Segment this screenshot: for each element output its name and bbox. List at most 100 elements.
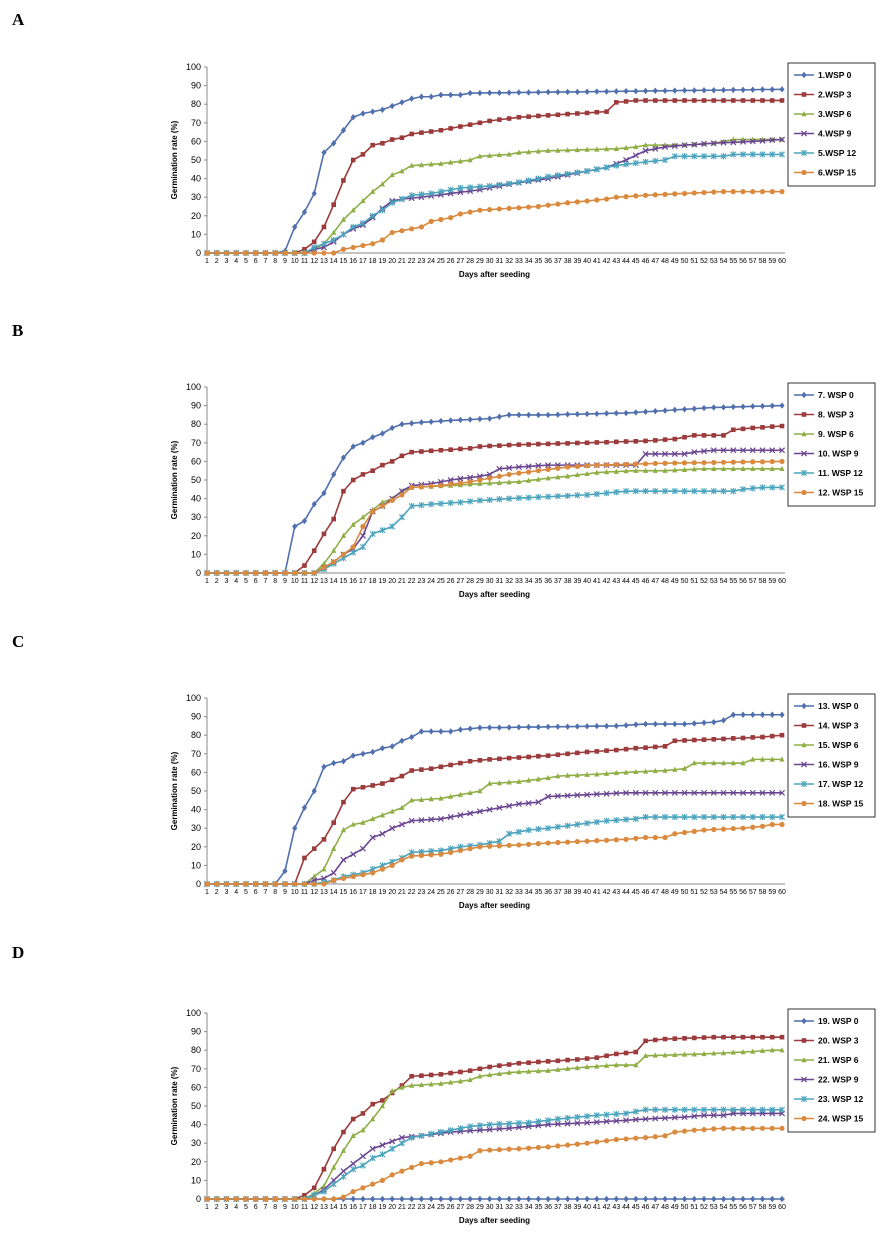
data-point — [750, 189, 756, 195]
data-point — [477, 415, 483, 423]
data-point — [204, 570, 210, 576]
x-tick-label: 30 — [486, 1204, 494, 1211]
data-point — [672, 406, 678, 414]
data-point — [214, 570, 220, 576]
data-point — [701, 789, 708, 796]
data-point — [409, 1195, 415, 1203]
data-point — [515, 494, 522, 502]
data-point — [428, 501, 435, 508]
data-point — [574, 146, 580, 153]
y-tick-label: 90 — [191, 81, 201, 91]
data-point — [350, 821, 356, 827]
data-point — [515, 179, 522, 186]
data-point — [340, 856, 347, 863]
data-point — [574, 471, 580, 478]
data-point — [575, 750, 580, 756]
series-line — [207, 88, 783, 254]
data-point — [603, 196, 610, 202]
data-point — [594, 146, 600, 152]
series-line — [207, 792, 782, 885]
data-point — [311, 250, 317, 256]
data-point — [487, 1147, 493, 1153]
x-tick-label: 8 — [273, 258, 277, 265]
data-point — [740, 459, 746, 465]
legend-box — [787, 382, 876, 507]
x-tick-label: 31 — [495, 1204, 503, 1211]
legend-entry: 9. WSP 6 — [818, 429, 854, 439]
legend-entry: 18. WSP 15 — [818, 799, 863, 809]
data-point — [515, 800, 522, 808]
data-point — [623, 722, 629, 729]
data-point — [632, 789, 639, 796]
data-point — [204, 881, 210, 887]
x-tick-label: 6 — [254, 258, 258, 265]
data-point — [779, 86, 785, 93]
data-point — [516, 1060, 522, 1066]
x-tick-label: 37 — [554, 889, 562, 896]
data-point — [730, 1106, 737, 1113]
data-point — [769, 1125, 775, 1131]
data-point — [398, 195, 405, 203]
data-point — [428, 795, 434, 802]
data-point — [467, 446, 473, 451]
data-point — [691, 737, 697, 743]
data-point — [379, 830, 386, 837]
data-point — [711, 465, 717, 472]
data-point — [672, 1036, 678, 1041]
data-point — [603, 1111, 610, 1118]
data-point — [603, 790, 610, 797]
data-point — [720, 86, 727, 94]
data-point — [710, 789, 717, 796]
data-point — [701, 1127, 707, 1133]
data-point — [516, 470, 522, 476]
x-tick-label: 57 — [749, 889, 757, 896]
data-point — [720, 404, 727, 411]
data-point — [623, 836, 629, 842]
data-point — [350, 1116, 356, 1122]
x-tick-label: 60 — [778, 578, 786, 585]
data-point — [672, 436, 678, 442]
series-1-wsp-0 — [204, 86, 785, 257]
data-point — [613, 837, 619, 843]
data-point — [535, 1068, 541, 1074]
legend-entry: 17. WSP 12 — [818, 779, 863, 789]
x-tick-label: 44 — [622, 578, 630, 585]
x-tick-label: 11 — [301, 578, 308, 585]
data-point — [623, 144, 629, 151]
data-point — [720, 153, 727, 160]
data-point — [399, 99, 405, 106]
data-point — [778, 136, 786, 143]
data-point — [262, 250, 269, 256]
legend-swatch-marker — [801, 1057, 807, 1063]
data-point — [467, 416, 473, 423]
data-point — [301, 881, 308, 887]
data-point — [311, 190, 317, 197]
data-point — [682, 1035, 687, 1041]
x-tick-label: 45 — [632, 258, 640, 265]
data-point — [399, 1168, 405, 1174]
x-tick-label: 21 — [398, 1204, 406, 1211]
data-point — [379, 503, 386, 509]
data-point — [419, 449, 424, 454]
data-point — [672, 460, 678, 466]
data-point — [428, 418, 434, 425]
data-point — [418, 1195, 425, 1203]
data-point — [418, 224, 425, 230]
data-point — [487, 415, 493, 422]
legend-entry: 20. WSP 3 — [818, 1036, 859, 1046]
data-point — [340, 216, 347, 222]
data-point — [437, 815, 444, 822]
x-tick-label: 43 — [612, 889, 620, 896]
x-tick-label: 11 — [301, 258, 308, 265]
data-point — [720, 760, 727, 766]
data-point — [653, 438, 658, 443]
data-point — [320, 240, 327, 247]
x-tick-label: 6 — [254, 578, 258, 585]
data-point — [321, 489, 327, 497]
data-point — [243, 570, 249, 576]
data-point — [730, 447, 737, 454]
data-point — [389, 743, 395, 750]
data-point — [632, 160, 639, 167]
data-point — [525, 463, 532, 470]
y-tick-label: 70 — [191, 438, 201, 448]
